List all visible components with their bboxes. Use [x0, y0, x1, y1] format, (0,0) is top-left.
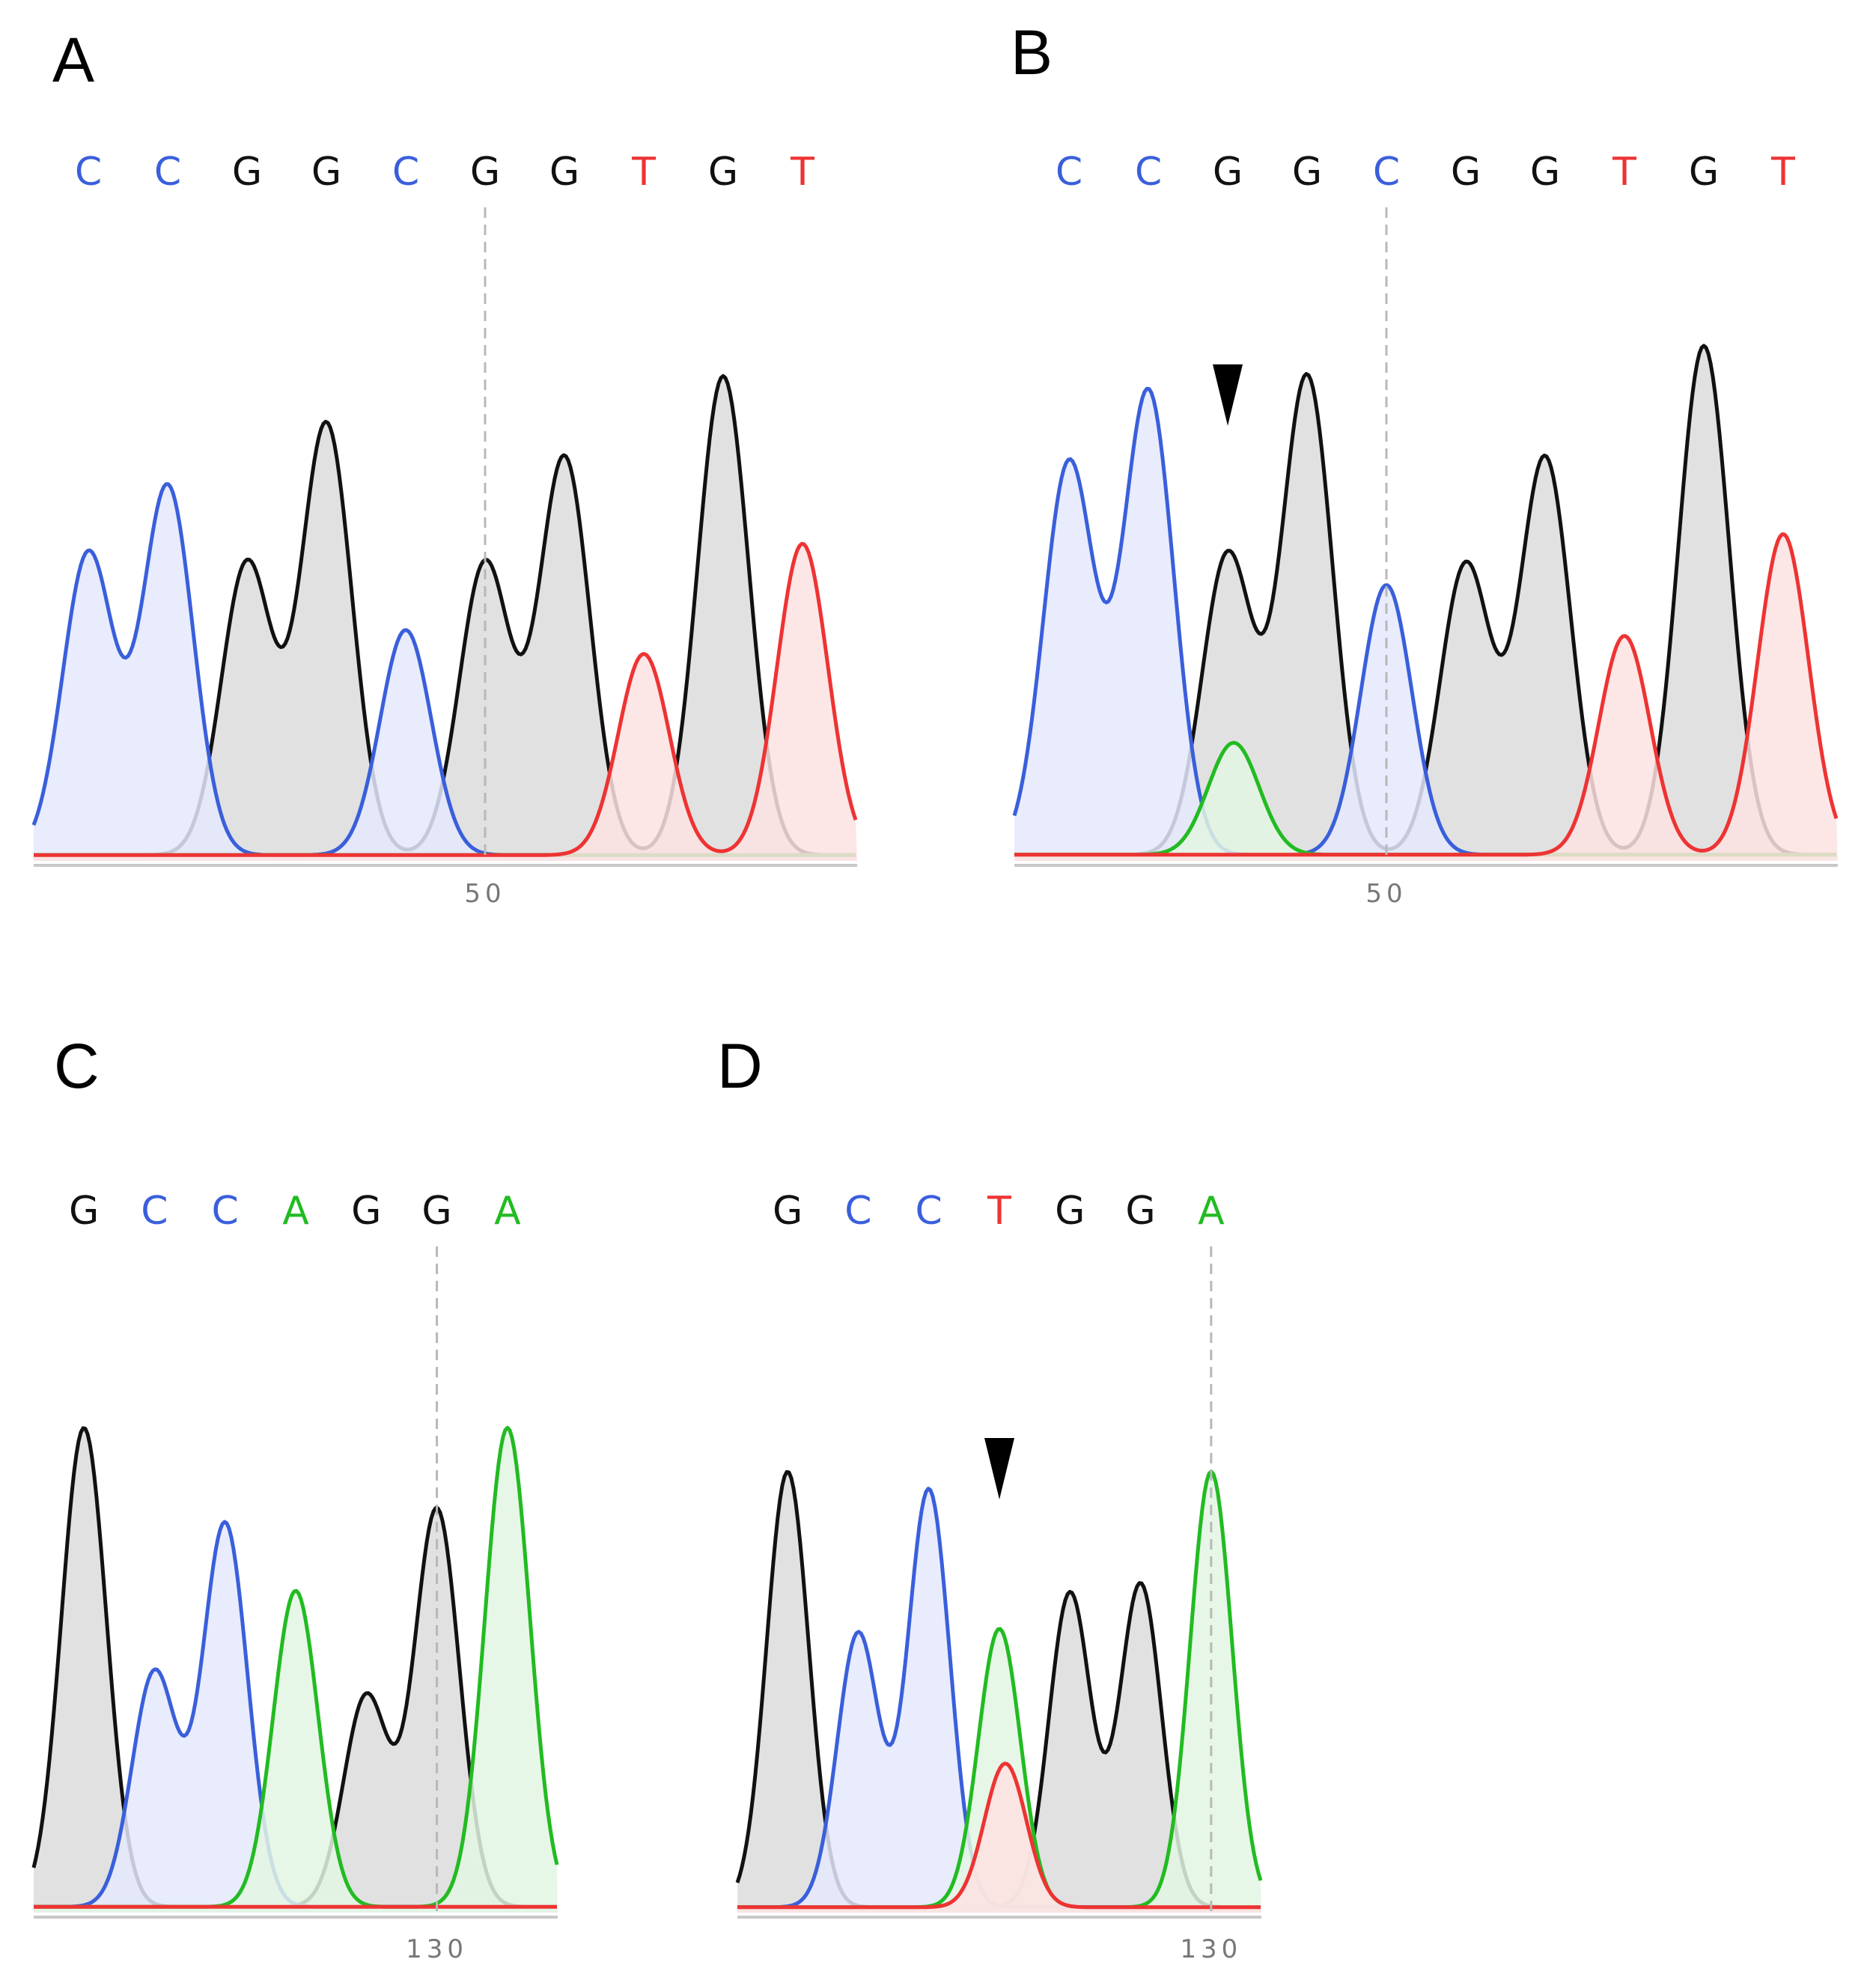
- base-call-4: G: [1292, 150, 1322, 195]
- trace-fill-T: [737, 1763, 1261, 1913]
- trace-fill-C: [34, 484, 857, 861]
- base-call-5: C: [392, 150, 419, 195]
- chromatogram-panel-a: C C G G C G G T G T 50: [31, 150, 858, 909]
- base-call-6: G: [1125, 1189, 1155, 1234]
- chromatogram-panel-b: C C G G C G G T G T 50: [1012, 150, 1839, 909]
- panel-letter-b: B: [1011, 17, 1053, 88]
- base-call-3: G: [232, 150, 262, 195]
- base-call-7: A: [494, 1189, 521, 1234]
- position-marker-label: 50: [464, 879, 505, 909]
- base-call-7: G: [549, 150, 579, 195]
- trace-fill-G: [737, 1472, 1261, 1913]
- base-call-10: T: [790, 150, 814, 195]
- base-call-6: G: [421, 1189, 451, 1234]
- base-call-7: G: [1530, 150, 1560, 195]
- trace-fill-A: [1014, 743, 1838, 861]
- base-call-3: C: [212, 1189, 239, 1234]
- variant-arrowhead-icon: [1213, 364, 1243, 426]
- variant-arrowhead-icon: [984, 1438, 1014, 1499]
- base-call-6: G: [470, 150, 500, 195]
- base-call-7: A: [1198, 1189, 1225, 1234]
- trace-fill-C: [1014, 389, 1838, 861]
- base-call-2: C: [141, 1189, 168, 1234]
- panel-letter-a: A: [52, 25, 95, 95]
- base-call-9: G: [708, 150, 738, 195]
- base-call-2: C: [154, 150, 181, 195]
- base-call-10: T: [1770, 150, 1795, 195]
- base-call-5: G: [351, 1189, 381, 1234]
- base-call-9: G: [1689, 150, 1719, 195]
- base-call-4: G: [311, 150, 341, 195]
- panel-letter-c: C: [54, 1031, 100, 1101]
- trace-fill-G: [34, 376, 857, 861]
- base-call-1: C: [1056, 150, 1082, 195]
- base-call-8: T: [631, 150, 656, 195]
- base-call-5: C: [1373, 150, 1400, 195]
- trace-fill-A: [737, 1471, 1261, 1913]
- trace-T: [1014, 532, 1839, 857]
- base-call-6: G: [1451, 150, 1481, 195]
- base-call-1: G: [773, 1189, 803, 1234]
- base-call-2: C: [844, 1189, 871, 1234]
- position-marker-label: 130: [1180, 1934, 1242, 1964]
- base-call-1: G: [69, 1189, 99, 1234]
- trace-fill-A: [34, 1428, 558, 1913]
- trace-fill-G: [1014, 345, 1838, 861]
- trace-fill-C: [34, 1522, 558, 1913]
- panel-letter-d: D: [717, 1031, 763, 1101]
- trace-fill-C: [737, 1488, 1261, 1913]
- base-call-1: C: [75, 150, 102, 195]
- base-call-3: C: [916, 1189, 942, 1234]
- base-call-8: T: [1612, 150, 1636, 195]
- base-call-4: T: [987, 1189, 1011, 1234]
- trace-T: [34, 542, 858, 857]
- trace-fill-T: [34, 543, 857, 861]
- base-call-2: C: [1135, 150, 1162, 195]
- base-call-4: A: [282, 1189, 309, 1234]
- base-call-5: G: [1055, 1189, 1085, 1234]
- position-marker-label: 130: [406, 1934, 468, 1964]
- trace-fill-T: [1014, 534, 1838, 861]
- trace-T: [737, 1761, 1261, 1910]
- position-marker-label: 50: [1365, 879, 1407, 909]
- base-call-3: G: [1213, 150, 1243, 195]
